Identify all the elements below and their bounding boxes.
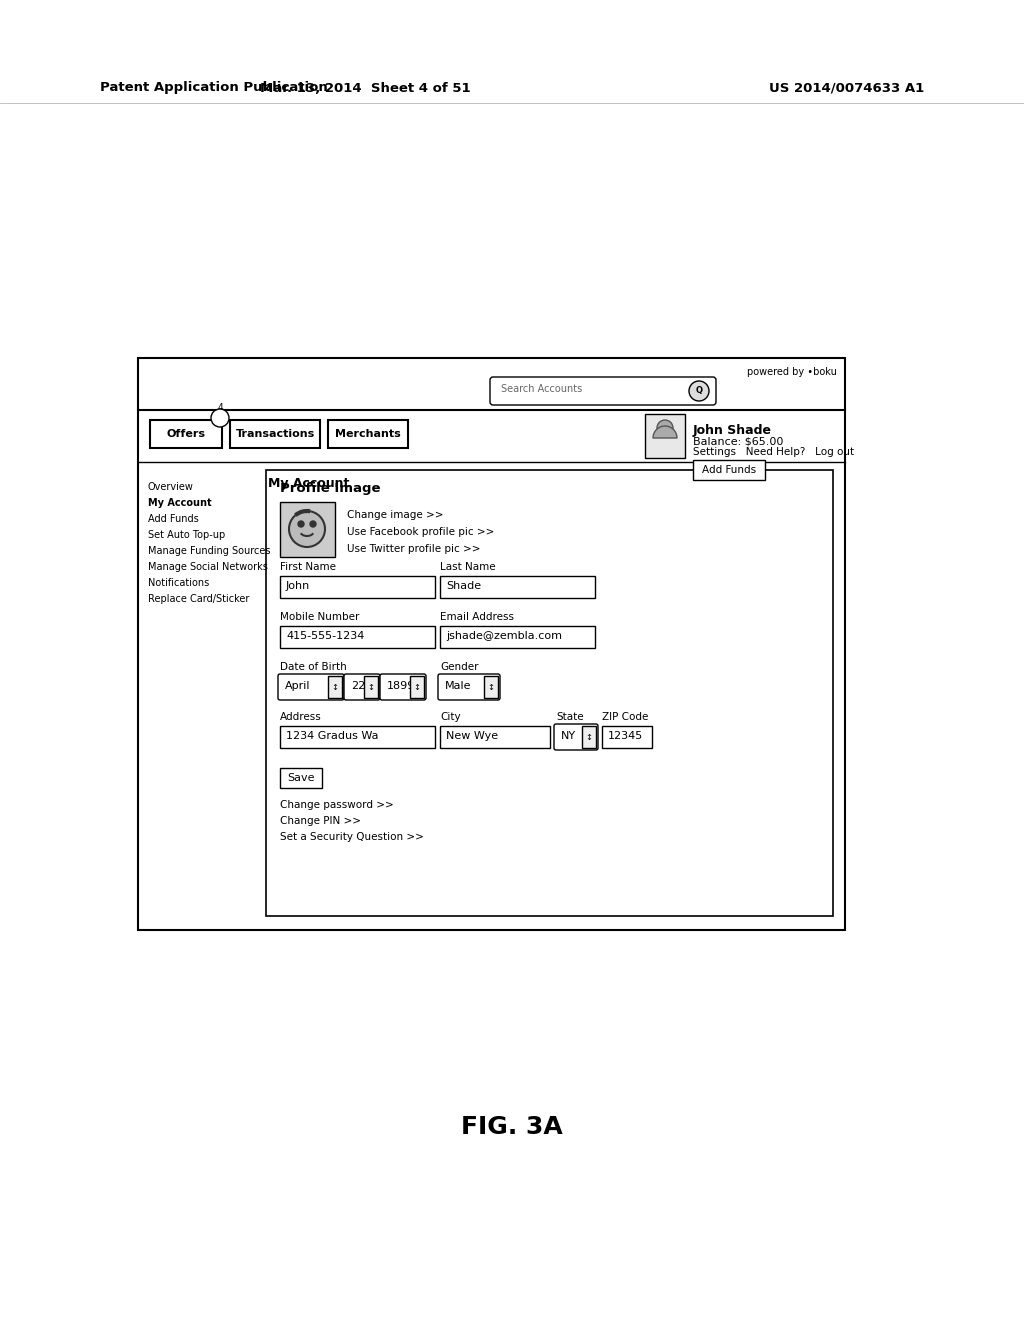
Bar — [440, 576, 595, 598]
Bar — [230, 420, 319, 447]
Text: Profile Image: Profile Image — [280, 482, 381, 495]
Text: Change password >>: Change password >> — [280, 800, 394, 810]
Text: Set a Security Question >>: Set a Security Question >> — [280, 832, 424, 842]
FancyBboxPatch shape — [490, 378, 716, 405]
Circle shape — [289, 511, 325, 546]
Text: Last Name: Last Name — [440, 562, 496, 572]
Text: Balance: $65.00: Balance: $65.00 — [693, 436, 783, 446]
FancyBboxPatch shape — [278, 675, 344, 700]
Text: ↕: ↕ — [332, 682, 339, 692]
Text: John Shade: John Shade — [693, 424, 772, 437]
Text: John: John — [286, 581, 310, 591]
Text: jshade@zembla.com: jshade@zembla.com — [446, 631, 562, 642]
Text: Manage Social Networks: Manage Social Networks — [148, 562, 268, 572]
Bar — [484, 676, 498, 698]
FancyBboxPatch shape — [438, 675, 500, 700]
Bar — [280, 576, 435, 598]
FancyBboxPatch shape — [380, 675, 426, 700]
Text: ↕: ↕ — [586, 733, 593, 742]
Bar — [280, 502, 335, 557]
Text: Add Funds: Add Funds — [148, 513, 199, 524]
Bar — [328, 420, 408, 447]
Bar — [582, 726, 596, 748]
Text: New Wye: New Wye — [446, 731, 498, 741]
Text: Notifications: Notifications — [148, 578, 209, 587]
Text: Use Twitter profile pic >>: Use Twitter profile pic >> — [347, 544, 480, 554]
Circle shape — [310, 521, 316, 527]
Text: State: State — [556, 711, 584, 722]
FancyBboxPatch shape — [554, 723, 598, 750]
Bar — [440, 626, 595, 648]
Text: FIG. 3A: FIG. 3A — [461, 1115, 563, 1139]
Text: Save: Save — [288, 774, 314, 783]
Text: 22: 22 — [351, 681, 366, 690]
Text: ↕: ↕ — [368, 682, 375, 692]
Text: 4: 4 — [217, 404, 223, 412]
Text: My Account: My Account — [268, 477, 349, 490]
Bar — [645, 414, 685, 458]
Text: NY: NY — [561, 731, 577, 741]
Text: Mar. 13, 2014  Sheet 4 of 51: Mar. 13, 2014 Sheet 4 of 51 — [260, 82, 470, 95]
Bar — [280, 726, 435, 748]
Circle shape — [211, 409, 229, 426]
Bar — [328, 676, 342, 698]
Text: Q: Q — [695, 385, 702, 395]
Text: Mobile Number: Mobile Number — [280, 612, 359, 622]
Bar — [364, 676, 378, 698]
Text: ZIP Code: ZIP Code — [602, 711, 648, 722]
Text: Male: Male — [445, 681, 471, 690]
Text: Transactions: Transactions — [236, 429, 314, 440]
Text: Date of Birth: Date of Birth — [280, 663, 347, 672]
Text: ↕: ↕ — [487, 682, 495, 692]
Text: Offers: Offers — [167, 429, 206, 440]
Text: Add Funds: Add Funds — [701, 465, 756, 475]
FancyBboxPatch shape — [344, 675, 380, 700]
Text: Patent Application Publication: Patent Application Publication — [100, 82, 328, 95]
Text: April: April — [285, 681, 310, 690]
Text: Settings   Need Help?   Log out: Settings Need Help? Log out — [693, 447, 854, 457]
Bar — [602, 726, 652, 748]
Text: Manage Funding Sources: Manage Funding Sources — [148, 546, 270, 556]
Bar — [280, 626, 435, 648]
Text: Set Auto Top-up: Set Auto Top-up — [148, 531, 225, 540]
Text: 1899: 1899 — [387, 681, 416, 690]
Text: Change image >>: Change image >> — [347, 510, 443, 520]
Text: Overview: Overview — [148, 482, 194, 492]
Text: My Account: My Account — [148, 498, 212, 508]
Bar — [693, 459, 765, 480]
Text: Merchants: Merchants — [335, 429, 400, 440]
Bar — [138, 358, 845, 931]
Text: Search Accounts: Search Accounts — [501, 384, 583, 393]
Text: 1234 Gradus Wa: 1234 Gradus Wa — [286, 731, 379, 741]
Text: Email Address: Email Address — [440, 612, 514, 622]
Bar — [410, 676, 424, 698]
Text: Use Facebook profile pic >>: Use Facebook profile pic >> — [347, 527, 495, 537]
Wedge shape — [653, 426, 677, 438]
Circle shape — [657, 420, 673, 436]
Bar — [266, 470, 833, 916]
Text: ↕: ↕ — [414, 682, 421, 692]
Text: First Name: First Name — [280, 562, 336, 572]
Text: Change PIN >>: Change PIN >> — [280, 816, 361, 826]
Text: US 2014/0074633 A1: US 2014/0074633 A1 — [769, 82, 924, 95]
Text: City: City — [440, 711, 461, 722]
Circle shape — [689, 381, 709, 401]
Text: Shade: Shade — [446, 581, 481, 591]
Text: Address: Address — [280, 711, 322, 722]
Circle shape — [298, 521, 304, 527]
Text: Replace Card/Sticker: Replace Card/Sticker — [148, 594, 250, 605]
Text: powered by •boku: powered by •boku — [748, 367, 837, 378]
Text: Gender: Gender — [440, 663, 478, 672]
Bar — [440, 726, 550, 748]
Bar — [150, 420, 222, 447]
Text: 415-555-1234: 415-555-1234 — [286, 631, 365, 642]
Bar — [280, 768, 322, 788]
Text: 12345: 12345 — [608, 731, 643, 741]
